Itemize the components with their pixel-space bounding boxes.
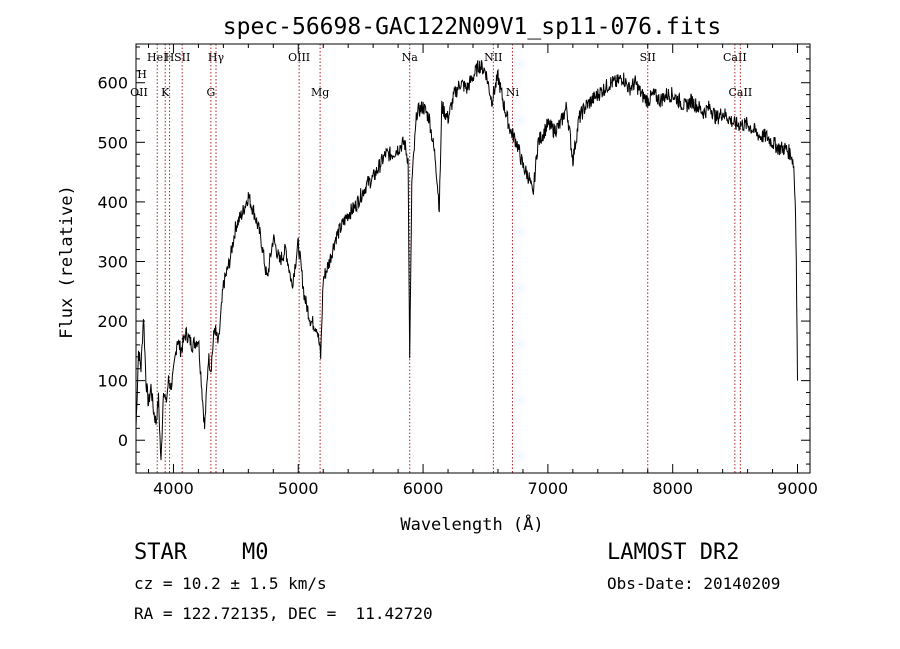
survey-name: LAMOST DR2: [607, 540, 740, 565]
line-label-top-5: Hγ: [208, 51, 225, 64]
line-label-top-3: SII: [174, 51, 190, 64]
line-label-top-8: Na: [402, 51, 419, 64]
y-tick-label-0: 0: [118, 431, 128, 450]
y-tick-label-400: 400: [97, 193, 128, 212]
spectrum-series-0: [136, 60, 798, 461]
x-tick-label-9000: 9000: [777, 479, 818, 498]
x-tick-label-5000: 5000: [278, 479, 319, 498]
line-label-bottom-13: CaII: [729, 86, 753, 99]
y-tick-label-500: 500: [97, 133, 128, 152]
y-tick-label-600: 600: [97, 74, 128, 93]
line-label-top-12: CaII: [723, 51, 747, 64]
y-tick-label-300: 300: [97, 252, 128, 271]
x-tick-label-7000: 7000: [528, 479, 569, 498]
x-axis-label: Wavelength (Å): [400, 513, 543, 535]
line-label-top-0: HeI: [147, 51, 167, 64]
chart-title: spec-56698-GAC122N09V1_sp11-076.fits: [223, 14, 722, 40]
edge-label-top: H: [137, 68, 147, 81]
axes: 4000 5000 6000 7000 8000 9000 0 100 200 300 400 500…: [97, 43, 818, 498]
y-tick-label-100: 100: [97, 372, 128, 391]
redshift-value: cz = 10.2 ± 1.5 km/s: [134, 574, 327, 593]
object-subclass: M0: [242, 540, 269, 565]
x-tick-label-8000: 8000: [652, 479, 693, 498]
line-label-top-9: NII: [484, 51, 502, 64]
object-class: STAR: [134, 540, 187, 565]
line-label-bottom-1: K: [161, 86, 170, 99]
edge-label-bottom: OII: [130, 86, 148, 99]
line-label-top-11: SII: [640, 51, 656, 64]
ra-dec-coordinates: RA = 122.72135, DEC = 11.42720: [134, 604, 433, 623]
observation-date: Obs-Date: 20140209: [607, 574, 781, 593]
line-label-bottom-4: G: [206, 86, 215, 99]
y-axis-label: Flux (relative): [57, 185, 77, 339]
x-tick-label-4000: 4000: [153, 479, 194, 498]
line-label-top-6: OIII: [288, 51, 310, 64]
line-label-top-2: H: [165, 51, 175, 64]
plot-area: [136, 60, 798, 461]
y-tick-label-200: 200: [97, 312, 128, 331]
line-label-bottom-7: Mg: [311, 86, 329, 99]
x-tick-label-6000: 6000: [403, 479, 444, 498]
line-label-bottom-10: Ni: [506, 86, 520, 99]
